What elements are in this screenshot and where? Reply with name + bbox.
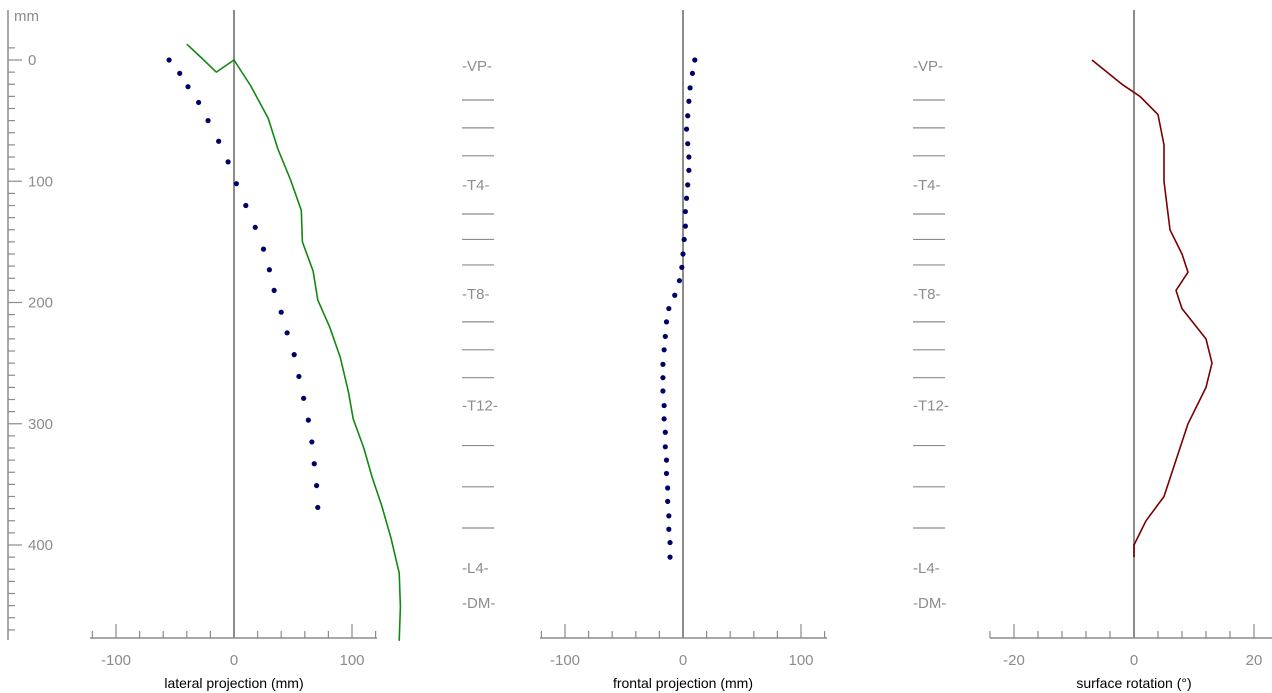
series-point <box>271 287 277 293</box>
series-point <box>683 195 690 201</box>
series-point <box>687 85 693 91</box>
series-point <box>266 267 272 273</box>
series-point <box>680 251 686 257</box>
x-tick-label: 0 <box>679 652 687 669</box>
series-point <box>660 361 666 367</box>
series-point <box>666 305 672 312</box>
depth-axis: 0 100 200 300 400 mm <box>7 8 53 640</box>
series-point <box>686 98 692 104</box>
series-point <box>296 373 302 380</box>
series-point <box>665 485 671 491</box>
x-tick-label: 100 <box>788 652 813 669</box>
series-point <box>682 223 688 229</box>
series-point <box>309 439 315 445</box>
series-point <box>225 159 231 165</box>
series-line <box>186 43 402 641</box>
series-point <box>185 84 191 90</box>
series-point <box>291 352 297 358</box>
y-tick-label: 100 <box>28 173 53 190</box>
series-point <box>301 395 307 401</box>
x-axis-title: lateral projection (mm) <box>164 675 303 691</box>
vertebra-label: -DM- <box>913 595 946 612</box>
series-point <box>662 444 668 450</box>
series-point <box>692 57 698 63</box>
vertebra-label: -T12- <box>913 398 949 415</box>
x-tick-label: 100 <box>339 652 364 669</box>
series-point <box>252 224 258 230</box>
series-point <box>305 417 311 423</box>
x-tick-label: -100 <box>550 652 580 669</box>
series-point <box>672 292 678 298</box>
vertebra-label: -T12- <box>462 398 498 415</box>
vertebra-label: -T8- <box>913 286 941 303</box>
y-tick-label: 300 <box>28 416 53 433</box>
series-point <box>177 70 183 76</box>
x-tick-label: 0 <box>1130 652 1138 669</box>
series-point <box>278 309 284 315</box>
series-point <box>663 319 670 325</box>
series-point <box>663 470 670 477</box>
x-axis-title: surface rotation (°) <box>1076 675 1191 691</box>
vertebra-label: -L4- <box>913 560 940 577</box>
series-point <box>681 236 687 243</box>
series-point <box>233 181 239 187</box>
series-point <box>662 333 668 340</box>
series-point <box>685 113 691 119</box>
series-point <box>661 402 667 409</box>
panel-frontal-projection: -100 0 100 frontal projection (mm) <box>540 10 827 691</box>
series-point <box>314 482 320 489</box>
x-tick-label: -20 <box>1003 652 1025 669</box>
vertebra-labels-column-1: -VP- -T4- -T8- -T12- -L4- -DM- <box>462 58 498 612</box>
series-point <box>661 416 667 422</box>
series-point <box>667 554 673 560</box>
series-point <box>660 375 666 381</box>
series-point <box>682 208 688 215</box>
series-point <box>196 99 202 106</box>
vertebra-label: -T4- <box>462 177 490 194</box>
series-point <box>205 118 211 124</box>
panel-surface-rotation: -20 0 20 surface rotation (°) <box>989 10 1272 691</box>
vertebra-label: -VP- <box>462 58 492 75</box>
series-point <box>676 278 683 284</box>
vertebra-label: -T8- <box>462 286 490 303</box>
series-point <box>661 347 667 353</box>
series-point <box>679 264 685 270</box>
series-point <box>685 141 691 147</box>
series-point <box>166 57 172 63</box>
series-point <box>315 504 321 511</box>
series-point <box>660 388 666 394</box>
series-point <box>662 429 668 435</box>
series-point <box>260 246 267 252</box>
series-point <box>284 330 290 336</box>
series-point <box>689 70 696 76</box>
series-point <box>685 182 691 188</box>
series-line <box>1091 59 1213 558</box>
vertebra-label: -VP- <box>913 58 943 75</box>
y-unit-label: mm <box>14 8 39 25</box>
series-point <box>665 498 671 504</box>
series-point <box>667 539 673 546</box>
series-point <box>686 154 692 160</box>
series-point <box>666 513 672 519</box>
series-point <box>311 461 317 467</box>
y-tick-label: 400 <box>28 537 53 554</box>
panel-lateral-projection: -100 0 100 lateral projection (mm) <box>90 10 402 691</box>
series-point <box>663 457 670 463</box>
vertebra-label: -DM- <box>462 595 495 612</box>
x-tick-label: 20 <box>1246 652 1263 669</box>
y-tick-label: 0 <box>28 52 36 69</box>
x-tick-label: -100 <box>101 652 131 669</box>
series-point <box>243 202 249 209</box>
series-point <box>666 526 672 532</box>
series-point <box>683 126 690 132</box>
series-point <box>216 138 222 144</box>
vertebra-label: -L4- <box>462 560 489 577</box>
x-tick-label: 0 <box>230 652 238 669</box>
x-axis-title: frontal projection (mm) <box>613 675 753 691</box>
y-tick-label: 200 <box>28 295 53 312</box>
vertebra-labels-column-2: -VP- -T4- -T8- -T12- -L4- -DM- <box>913 58 949 612</box>
series-point <box>686 167 692 173</box>
vertebra-label: -T4- <box>913 177 941 194</box>
